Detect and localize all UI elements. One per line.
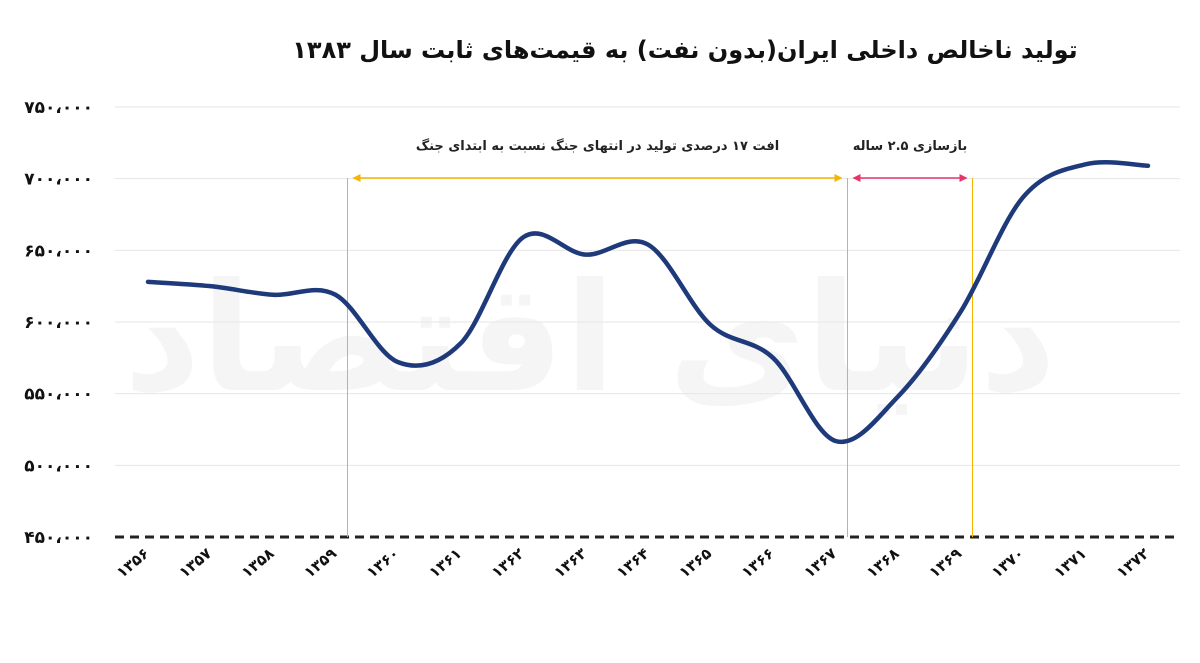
x-tick-label: ۱۳۶۷ <box>800 544 840 581</box>
x-tick-label: ۱۳۶۸ <box>863 544 903 581</box>
y-tick-label: ۵۰۰،۰۰۰ <box>24 456 93 476</box>
x-tick-label: ۱۳۶۹ <box>925 544 965 581</box>
y-tick-label: ۶۰۰،۰۰۰ <box>24 313 93 333</box>
chart-title: تولید ناخالص داخلی ایران(بدون نفت) به قی… <box>292 36 1077 64</box>
period-annotation: بازسازی ۲.۵ ساله <box>853 139 968 154</box>
x-tick-label: ۱۳۶۵ <box>675 544 715 581</box>
x-tick-label: ۱۳۶۴ <box>613 544 653 581</box>
y-tick-label: ۷۵۰،۰۰۰ <box>24 98 93 118</box>
x-tick-label: ۱۳۶۲ <box>488 544 528 581</box>
x-tick-label: ۱۳۶۱ <box>425 544 465 581</box>
y-tick-label: ۵۵۰،۰۰۰ <box>24 385 93 405</box>
x-tick-label: ۱۳۵۶ <box>113 544 153 581</box>
period-annotation: افت ۱۷ درصدی تولید در انتهای جنگ نسبت به… <box>416 138 779 154</box>
x-tick-label: ۱۳۷۲ <box>1113 544 1153 581</box>
x-tick-label: ۱۳۶۰ <box>363 544 403 581</box>
y-tick-label: ۴۵۰،۰۰۰ <box>24 528 93 548</box>
x-tick-label: ۱۳۶۶ <box>738 544 778 581</box>
y-tick-label: ۶۵۰،۰۰۰ <box>24 241 93 261</box>
x-tick-label: ۱۳۵۸ <box>238 544 278 581</box>
watermark: دنیای اقتصاد <box>124 252 1057 426</box>
x-tick-label: ۱۳۵۹ <box>300 544 340 581</box>
x-tick-label: ۱۳۶۳ <box>550 544 590 581</box>
x-tick-label: ۱۳۷۰ <box>988 544 1028 581</box>
x-tick-label: ۱۳۵۷ <box>175 544 215 581</box>
y-tick-label: ۷۰۰،۰۰۰ <box>24 170 93 190</box>
x-tick-label: ۱۳۷۱ <box>1050 544 1090 581</box>
